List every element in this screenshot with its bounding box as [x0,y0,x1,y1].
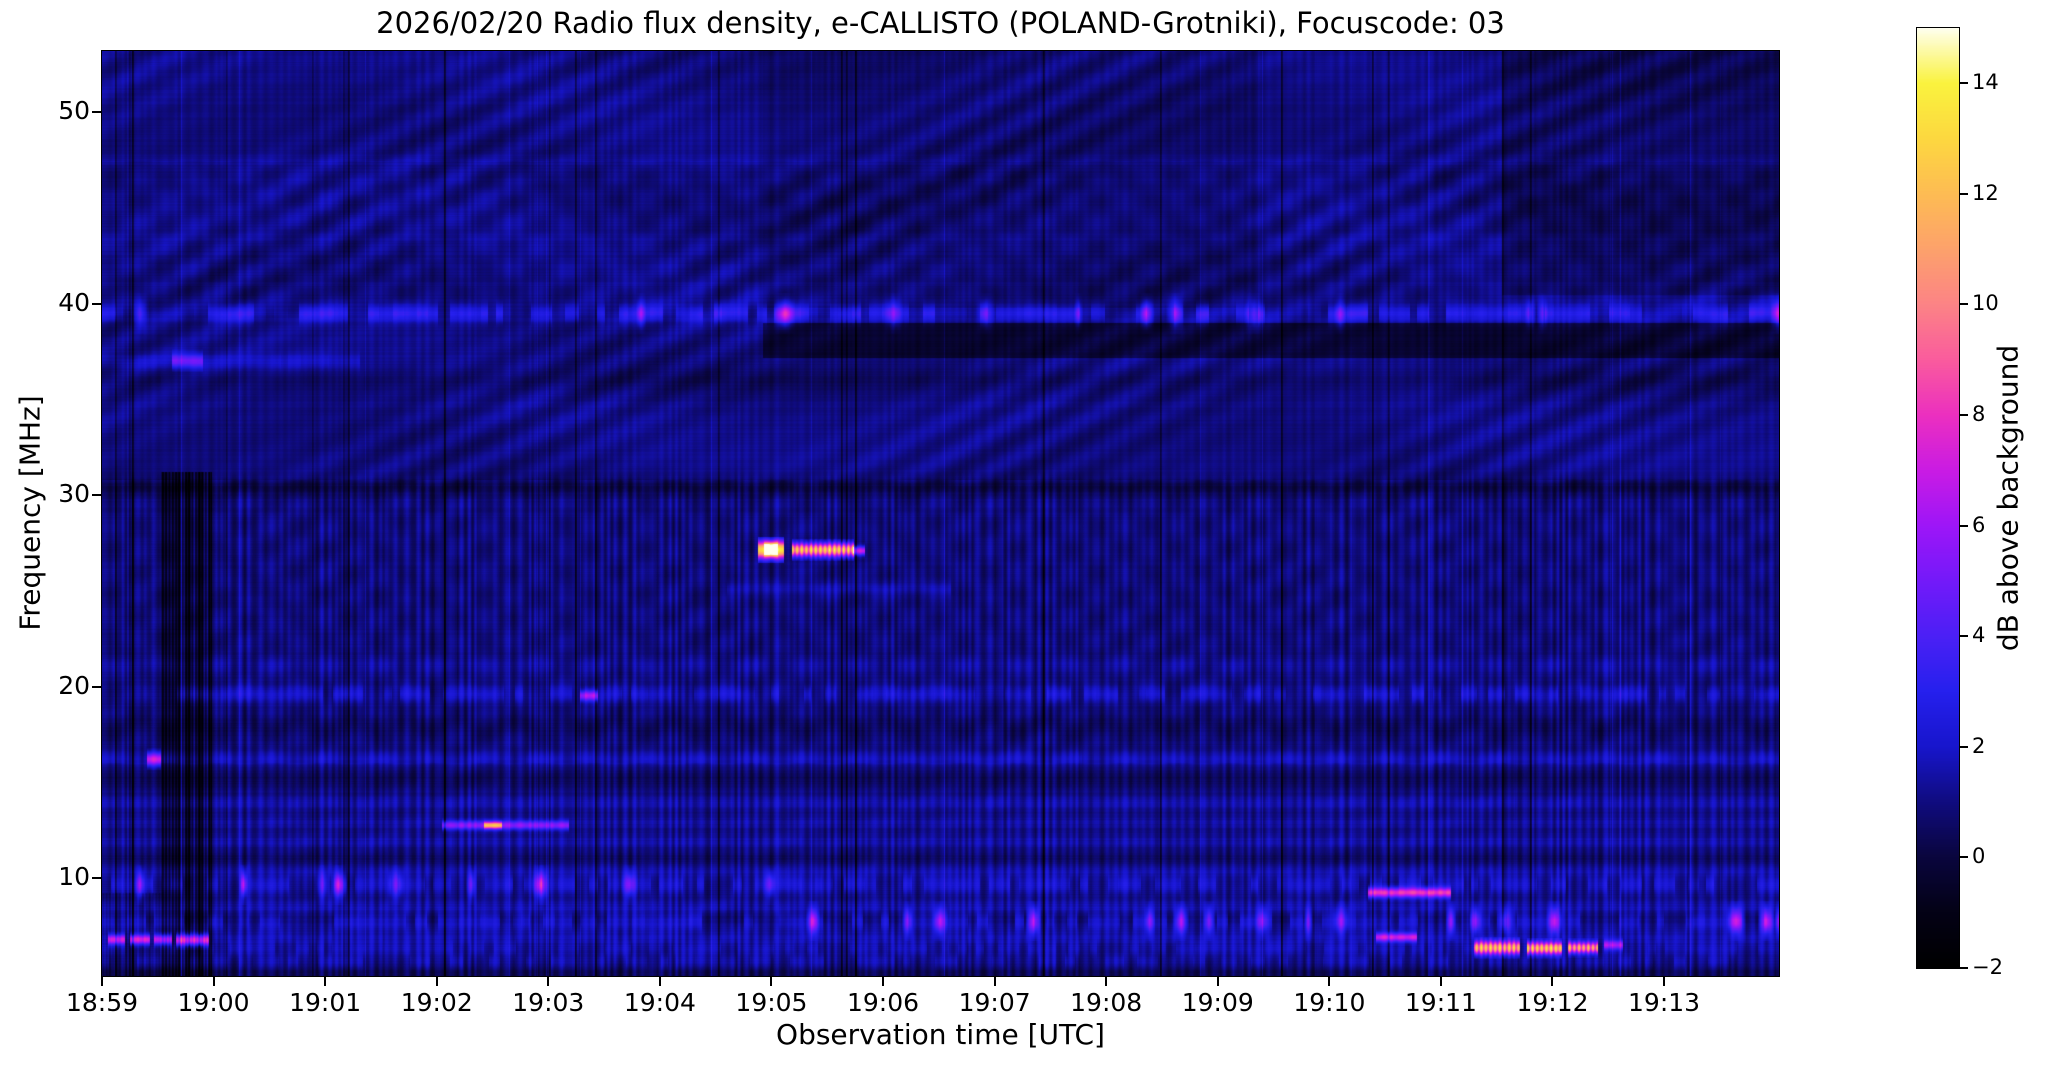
colorbar-tick-label: −2 [1972,955,2003,979]
colorbar-tick-mark [1960,856,1968,859]
x-tick-mark [882,977,885,986]
x-tick-mark [770,977,773,986]
y-tick-mark [92,494,101,497]
y-tick-mark [92,302,101,305]
x-tick-label: 19:00 [177,988,250,1017]
y-tick-mark [92,877,101,880]
x-tick-label: 19:06 [847,988,920,1017]
colorbar-tick-mark [1960,967,1968,969]
x-tick-mark [101,977,103,986]
x-tick-label: 19:09 [1181,988,1254,1017]
x-tick-mark [324,977,327,986]
x-tick-mark [1663,977,1666,986]
colorbar-tick-label: 8 [1972,402,1986,427]
y-tick-mark [92,111,101,114]
x-tick-label: 19:07 [958,988,1031,1017]
x-tick-mark [1105,977,1108,986]
x-tick-label: 19:11 [1404,988,1477,1017]
x-tick-label: 18:59 [65,988,139,1017]
x-tick-mark [435,977,438,986]
colorbar-tick-mark [1960,745,1968,748]
x-axis-label: Observation time [UTC] [776,1018,1105,1051]
y-tick-label: 10 [58,862,90,892]
colorbar-tick-label: 10 [1972,291,1999,316]
y-tick-label: 50 [58,96,90,126]
x-tick-label: 19:12 [1516,988,1589,1017]
x-tick-mark [1551,977,1554,986]
colorbar-tick-label: 4 [1972,623,1986,648]
x-tick-mark [547,977,550,986]
colorbar-tick-mark [1960,414,1968,417]
y-tick-label: 20 [58,670,90,700]
x-tick-label: 19:13 [1628,988,1701,1017]
colorbar-label: dB above background [1991,344,2025,652]
spectrogram-heatmap-canvas [102,51,1779,976]
y-tick-mark [92,685,101,688]
y-tick-label: 40 [58,287,90,317]
x-tick-label: 19:08 [1070,988,1143,1017]
colorbar-tick-label: 12 [1972,180,1999,205]
chart-title: 2026/02/20 Radio flux density, e-CALLIST… [376,6,1505,40]
colorbar-tick-mark [1960,524,1968,527]
x-tick-label: 19:02 [400,988,473,1017]
colorbar-tick-label: 2 [1972,733,1986,758]
colorbar-tick-label: 6 [1972,512,1986,537]
y-axis-label: Frequency [MHz] [13,395,47,631]
x-tick-mark [1439,977,1442,986]
colorbar-tick-label: 0 [1972,844,1986,869]
colorbar-canvas [1917,28,1959,968]
x-tick-label: 19:01 [289,988,362,1017]
x-tick-mark [993,977,996,986]
x-tick-label: 19:10 [1293,988,1366,1017]
x-tick-label: 19:05 [735,988,808,1017]
x-tick-mark [658,977,661,986]
x-tick-label: 19:04 [623,988,696,1017]
x-tick-mark [212,977,215,986]
colorbar-tick-mark [1960,303,1968,306]
colorbar-tick-label: 14 [1972,70,1999,95]
x-tick-mark [1328,977,1331,986]
colorbar-tick-mark [1960,635,1968,638]
x-tick-mark [1216,977,1219,986]
colorbar-tick-mark [1960,82,1968,85]
x-tick-label: 19:03 [512,988,585,1017]
y-tick-label: 30 [58,479,90,509]
colorbar-tick-mark [1960,192,1968,195]
